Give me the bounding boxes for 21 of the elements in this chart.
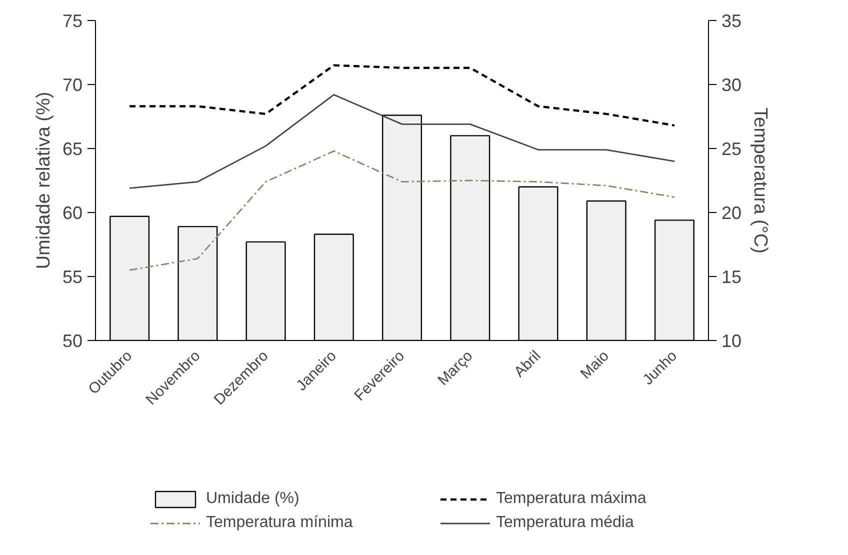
legend-label: Temperatura máxima — [496, 490, 648, 508]
y-tick-label: 60 — [62, 203, 83, 223]
y2-tick-label: 25 — [722, 139, 742, 159]
legend-label: Temperatura mínima — [206, 514, 354, 532]
line-series — [128, 94, 676, 189]
y-axis-title: Umidade relativa (%) — [33, 92, 54, 270]
y2-tick-label: 15 — [722, 267, 742, 287]
line-series — [128, 64, 676, 127]
y2-tick-label: 20 — [722, 203, 742, 223]
y-tick-label: 70 — [62, 75, 83, 95]
y-tick-label: 55 — [62, 267, 83, 287]
legend-label: Temperatura média — [496, 514, 635, 532]
y-tick-label: 75 — [62, 11, 83, 31]
y2-tick-label: 30 — [722, 75, 742, 95]
y-tick-label: 65 — [62, 139, 83, 159]
y-tick-label: 50 — [62, 331, 83, 351]
y2-axis-title: Temperatura (°C) — [750, 108, 771, 254]
y2-tick-label: 10 — [722, 331, 742, 351]
y2-tick-label: 35 — [722, 11, 742, 31]
line-series — [128, 150, 676, 271]
legend-label: Umidade (%) — [206, 490, 300, 508]
